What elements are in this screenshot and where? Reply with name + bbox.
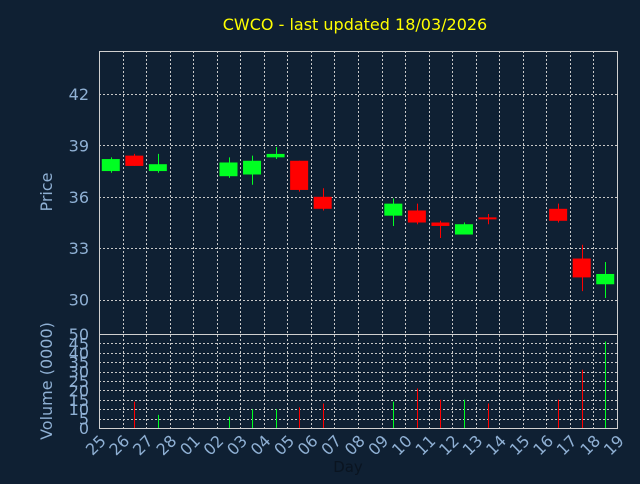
candle-body-up xyxy=(596,273,615,285)
candle-body-down xyxy=(125,155,144,166)
candle-body-up xyxy=(243,160,262,175)
price-tick-label: 42 xyxy=(69,85,89,104)
volume-tick-label: 45 xyxy=(69,334,89,353)
volume-tick-label: 30 xyxy=(69,363,89,382)
candle-body-down xyxy=(431,222,450,226)
candle-body-down xyxy=(313,196,332,209)
volume-tick-label: 50 xyxy=(69,325,89,344)
volume-tick-label: 25 xyxy=(69,372,89,391)
grid-lines xyxy=(99,51,617,429)
volume-tick-label: 20 xyxy=(69,381,89,400)
volume-tick-label: 10 xyxy=(69,400,89,419)
volume-tick-label: 0 xyxy=(79,419,89,438)
candle-body-up xyxy=(219,162,238,177)
candle-body-down xyxy=(572,258,591,278)
candle-body-down xyxy=(290,160,309,190)
candle-body-up xyxy=(266,153,285,158)
price-tick-label: 39 xyxy=(69,136,89,155)
volume-tick-label: 15 xyxy=(69,391,89,410)
candle-body-down xyxy=(549,208,568,221)
volume-tick-label: 40 xyxy=(69,344,89,363)
price-axis-label: Price xyxy=(37,172,56,211)
x-axis-label: Day xyxy=(333,458,363,476)
price-tick-label: 36 xyxy=(69,188,89,207)
candle-body-down xyxy=(478,217,497,220)
volume-tick-label: 5 xyxy=(79,410,89,429)
candle-body-up xyxy=(454,224,473,235)
chart-title: CWCO - last updated 18/03/2026 xyxy=(223,15,487,34)
candle-body-up xyxy=(101,159,120,172)
volume-panel-frame xyxy=(99,334,618,429)
candle-body-down xyxy=(407,210,426,223)
price-tick-label: 33 xyxy=(69,239,89,258)
candle-body-up xyxy=(148,164,167,172)
x-tick-label: 19 xyxy=(600,431,628,459)
volume-axis-label: Volume (0000) xyxy=(37,322,56,440)
candle-body-up xyxy=(384,203,403,216)
volume-tick-label: 35 xyxy=(69,353,89,372)
price-tick-label: 30 xyxy=(69,291,89,310)
